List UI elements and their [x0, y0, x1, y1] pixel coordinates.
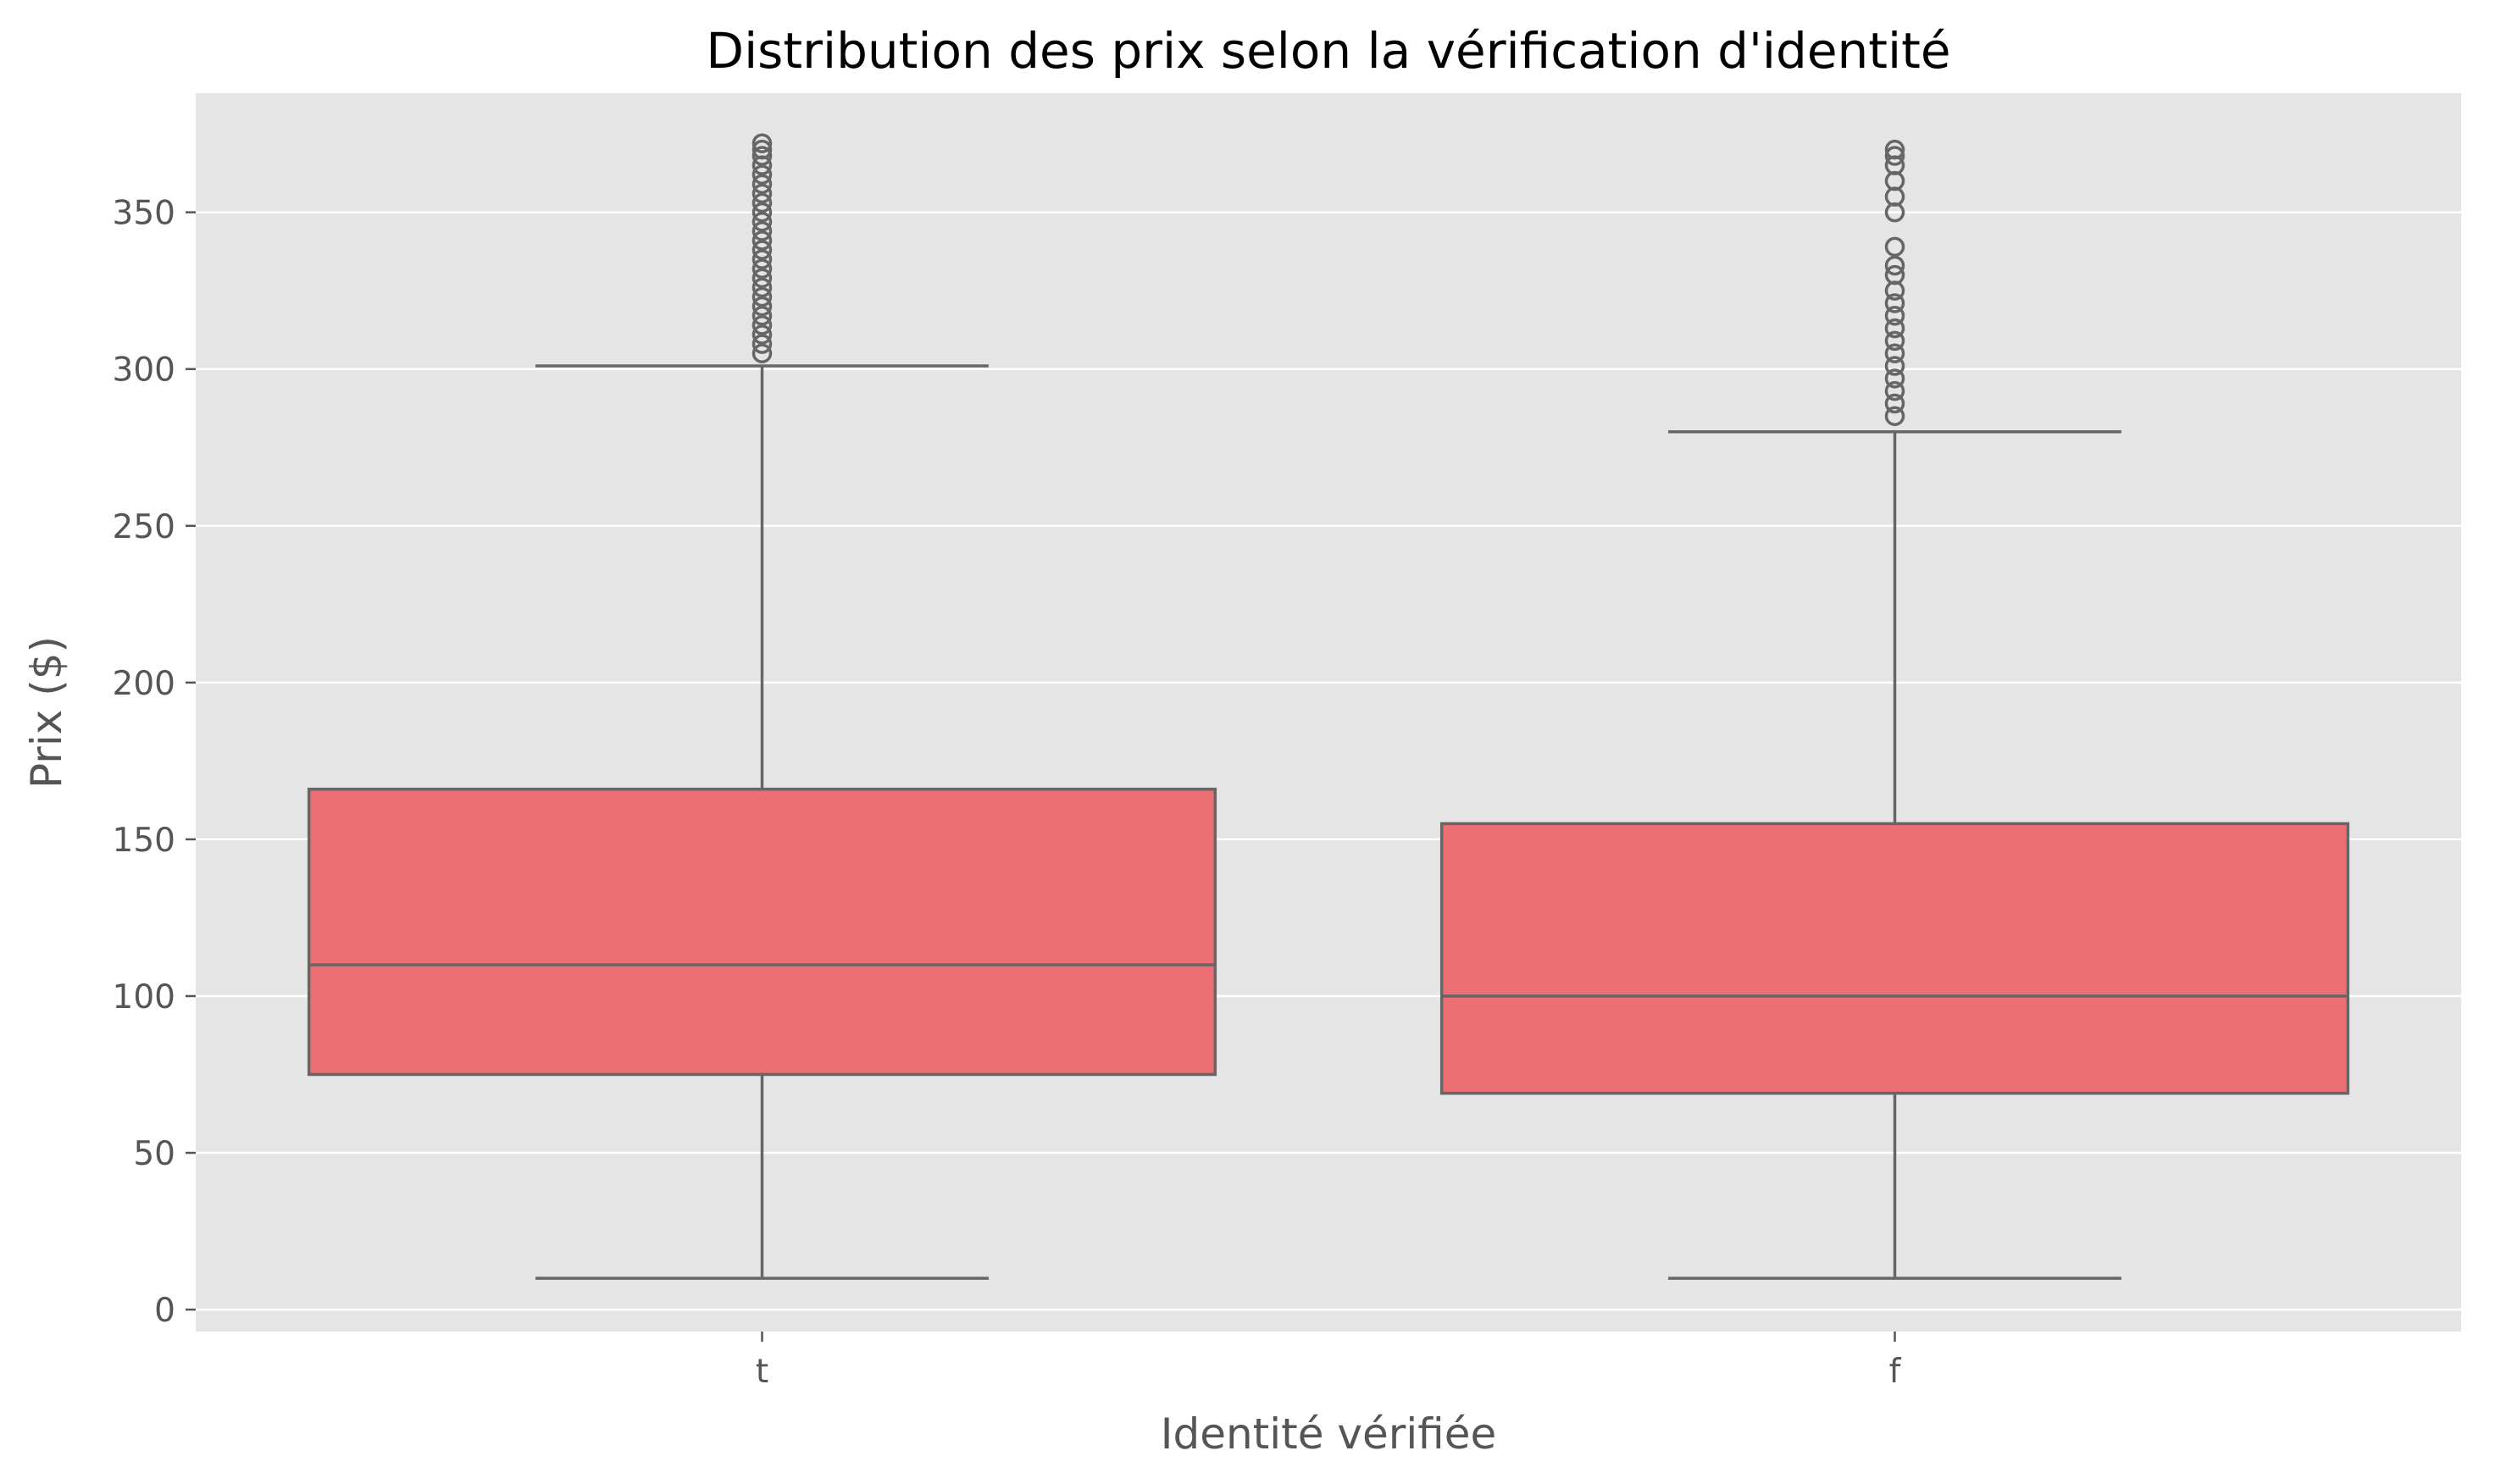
- outlier-point: [751, 277, 773, 298]
- outlier-point: [751, 268, 773, 289]
- outlier-point: [751, 139, 773, 160]
- outlier-point: [751, 249, 773, 269]
- y-tick-label: 350: [113, 195, 175, 233]
- outlier-point: [751, 212, 773, 232]
- y-tick-label: 200: [113, 665, 175, 703]
- outlier-point: [1884, 380, 1905, 401]
- outlier-point: [751, 296, 773, 317]
- plot-background: [196, 93, 2461, 1332]
- outlier-point: [1884, 139, 1905, 160]
- outlier-point: [751, 133, 773, 153]
- outlier-point: [751, 315, 773, 335]
- chart-title: Distribution des prix selon la vérificat…: [706, 22, 1950, 80]
- outlier-point: [1884, 236, 1905, 257]
- outlier-point: [751, 174, 773, 195]
- outlier-point: [751, 221, 773, 241]
- y-tick-label: 300: [113, 352, 175, 390]
- outlier-point: [1884, 293, 1905, 313]
- outlier-point: [751, 343, 773, 363]
- outlier-point: [1884, 264, 1905, 285]
- outlier-point: [751, 164, 773, 185]
- outlier-point: [1884, 393, 1905, 414]
- y-tick-label: 0: [154, 1292, 175, 1330]
- x-tick-label: t: [756, 1353, 768, 1391]
- outlier-point: [751, 334, 773, 354]
- outlier-point: [751, 192, 773, 213]
- y-axis-label: Prix ($): [22, 636, 71, 789]
- outlier-point: [1884, 330, 1905, 352]
- outlier-point: [1884, 255, 1905, 276]
- outlier-point: [751, 230, 773, 251]
- y-tick-label: 150: [113, 822, 175, 860]
- outlier-point: [1884, 146, 1905, 166]
- y-tick-label: 250: [113, 508, 175, 546]
- boxes: [307, 133, 2350, 1280]
- outlier-point: [751, 258, 773, 280]
- outlier-point: [751, 240, 773, 260]
- outlier-point: [751, 183, 773, 204]
- outlier-point: [751, 202, 773, 223]
- outlier-point: [1884, 406, 1905, 426]
- outlier-point: [751, 324, 773, 345]
- y-tick-label: 100: [113, 978, 175, 1016]
- box-iqr: [1439, 822, 2350, 1095]
- box-iqr: [307, 787, 1217, 1077]
- outlier-point: [1884, 356, 1905, 376]
- outlier-point: [1884, 318, 1905, 339]
- outlier-point: [751, 146, 773, 166]
- box-group-f: [1439, 139, 2350, 1280]
- box-group-t: [307, 133, 1217, 1280]
- outlier-point: [1884, 306, 1905, 326]
- outlier-point: [751, 306, 773, 326]
- x-tick-label: f: [1889, 1353, 1902, 1391]
- outlier-point: [1884, 343, 1905, 363]
- x-axis-label: Identité vérifiée: [1161, 1409, 1497, 1459]
- outlier-point: [1884, 368, 1905, 389]
- outlier-point: [751, 286, 773, 307]
- y-axis-ticks: 0 50 100 150 200 250 300 350: [113, 195, 196, 1330]
- y-tick-label: 50: [133, 1135, 175, 1173]
